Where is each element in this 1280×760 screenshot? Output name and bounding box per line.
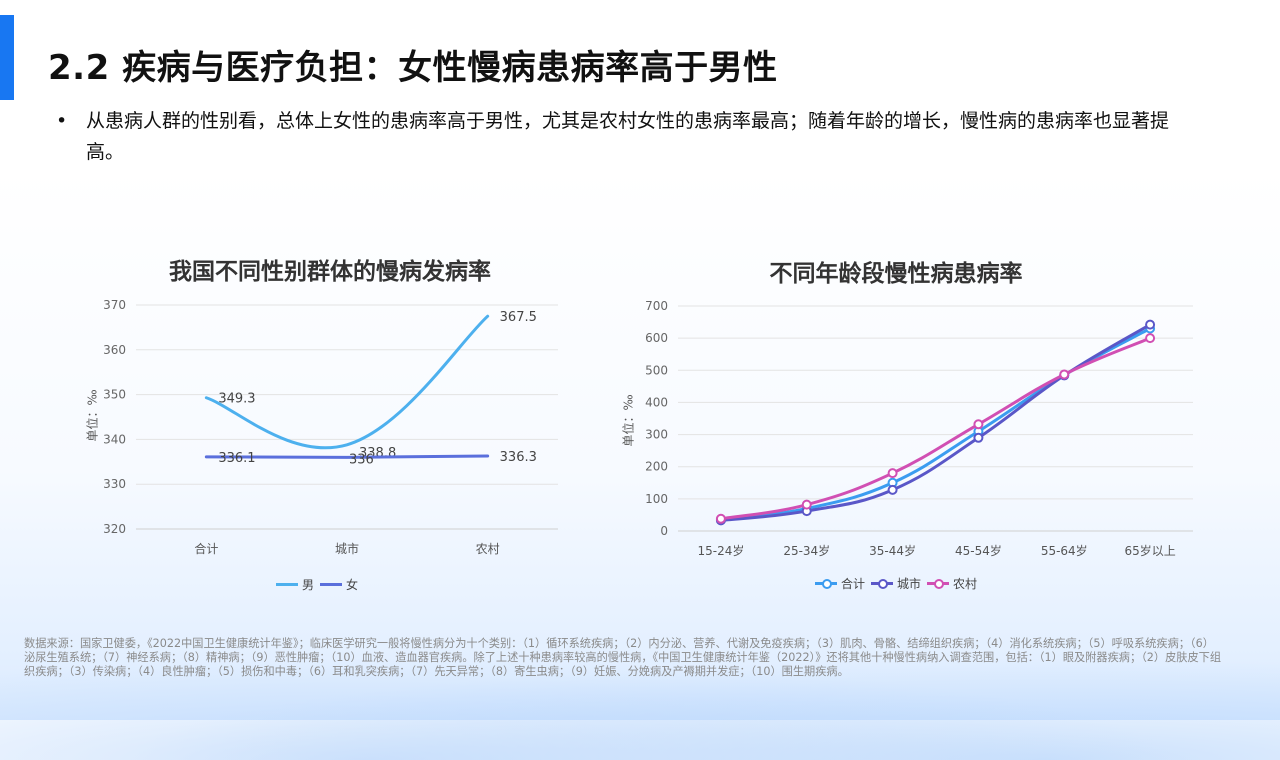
age-chart-xtick-label: 65岁以上 bbox=[1124, 543, 1175, 558]
age-chart-ytick-label: 700 bbox=[645, 299, 668, 313]
age-chart-series-line-2 bbox=[719, 323, 1152, 522]
age-chart-data-point bbox=[1059, 369, 1070, 380]
age-chart-legend-swatch bbox=[871, 579, 894, 589]
age-chart-ytick-label: 200 bbox=[645, 460, 668, 474]
age-chart-xtick-label: 45-54岁 bbox=[955, 543, 1002, 558]
age-chart-xtick-label: 55-64岁 bbox=[1041, 543, 1088, 558]
gender-chart-data-label: 349.3 bbox=[218, 392, 255, 407]
age-chart-data-point bbox=[887, 484, 898, 495]
age-chart-ytick-label: 300 bbox=[645, 428, 668, 442]
age-chart-ytick-label: 500 bbox=[645, 363, 668, 377]
gender-chart-ytick-label: 320 bbox=[103, 522, 126, 536]
age-chart-legend-label: 城市 bbox=[897, 577, 922, 591]
age-chart-series-line-3 bbox=[719, 336, 1152, 521]
gender-chart-series-line-2 bbox=[204, 454, 490, 459]
age-chart-legend-label: 农村 bbox=[953, 577, 978, 591]
gender-chart-ytick-label: 350 bbox=[103, 388, 126, 402]
gender-chart-data-label: 367.5 bbox=[500, 310, 537, 325]
age-chart-xtick-label: 25-34岁 bbox=[783, 543, 830, 558]
age-chart-data-point bbox=[973, 432, 984, 443]
bullet-text: 从患病人群的性别看，总体上女性的患病率高于男性，尤其是农村女性的患病率最高；随着… bbox=[86, 110, 1170, 163]
age-chart-data-point bbox=[887, 468, 898, 479]
gender-chart-series-line-1 bbox=[204, 314, 490, 450]
gender-chart-legend-item: 男 bbox=[276, 576, 314, 593]
page-title: 2.2 疾病与医疗负担：女性慢病患病率高于男性 bbox=[48, 48, 778, 88]
gender-chart-ytick-label: 340 bbox=[103, 432, 126, 446]
gender-chart-legend-label: 男 bbox=[302, 578, 315, 592]
age-chart-legend-label: 合计 bbox=[841, 577, 866, 591]
age-chart-legend: 合计 城市 农村 bbox=[815, 575, 977, 592]
age-chart-legend-item: 农村 bbox=[927, 575, 977, 592]
gender-chart: 我国不同性别群体的慢病发病率 单位：‰ 320 330 340 350 360 370 合计… bbox=[0, 0, 640, 620]
age-chart-series-line-1 bbox=[719, 327, 1152, 522]
age-chart-data-point bbox=[1145, 319, 1156, 330]
age-chart-data-point bbox=[1145, 333, 1156, 344]
gender-chart-legend-swatch bbox=[320, 583, 343, 586]
age-chart-data-point bbox=[801, 499, 812, 510]
age-chart-legend-swatch bbox=[815, 579, 837, 589]
gender-chart-legend: 男女 bbox=[276, 576, 358, 593]
age-chart-legend-item: 合计 bbox=[815, 575, 865, 592]
gender-chart-title: 我国不同性别群体的慢病发病率 bbox=[169, 259, 491, 285]
age-chart-title: 不同年龄段慢性病患病率 bbox=[769, 261, 1023, 287]
age-chart-ytick-label: 100 bbox=[645, 492, 668, 506]
age-chart-ytick-label: 400 bbox=[645, 395, 668, 409]
gender-chart-ytick-label: 330 bbox=[103, 477, 126, 491]
gender-chart-legend-label: 女 bbox=[346, 578, 359, 592]
age-chart-xtick-label: 15-24岁 bbox=[697, 543, 744, 558]
gender-chart-xtick-label: 城市 bbox=[335, 541, 359, 556]
age-chart-data-point bbox=[715, 513, 726, 524]
gender-chart-xtick-label: 合计 bbox=[194, 541, 218, 556]
data-source-note: 数据来源：国家卫健委，《2022中国卫生健康统计年鉴》；临床医学研究一般将慢性病… bbox=[24, 637, 1222, 678]
gender-chart-ytick-label: 370 bbox=[103, 298, 126, 312]
age-chart-legend-item: 城市 bbox=[871, 575, 921, 592]
gender-chart-xtick-label: 农村 bbox=[476, 542, 500, 556]
age-chart-plot: 0 100 200 300 400 500 600 700 15-24岁 25-34岁 35-44岁… bbox=[645, 299, 1193, 558]
gender-chart-ytick-label: 360 bbox=[103, 343, 126, 357]
gender-chart-data-label: 336 bbox=[349, 452, 374, 467]
age-chart-legend-swatch bbox=[927, 579, 950, 589]
age-chart-data-point bbox=[973, 419, 984, 430]
age-chart-xtick-label: 35-44岁 bbox=[869, 543, 916, 558]
title-accent-bar bbox=[0, 15, 14, 100]
gender-chart-legend-swatch bbox=[276, 583, 298, 586]
gender-chart-legend-item: 女 bbox=[320, 576, 358, 593]
age-chart-ytick-label: 0 bbox=[660, 524, 668, 538]
age-chart-ytick-label: 600 bbox=[645, 331, 668, 345]
gender-chart-data-label: 336.3 bbox=[500, 450, 537, 465]
age-chart: 不同年龄段慢性病患病率 单位：‰ 0 100 200 300 400 500 600 700 1… bbox=[622, 261, 1193, 592]
bullet-marker: • bbox=[56, 110, 68, 132]
gender-chart-data-label: 336.1 bbox=[218, 451, 255, 466]
